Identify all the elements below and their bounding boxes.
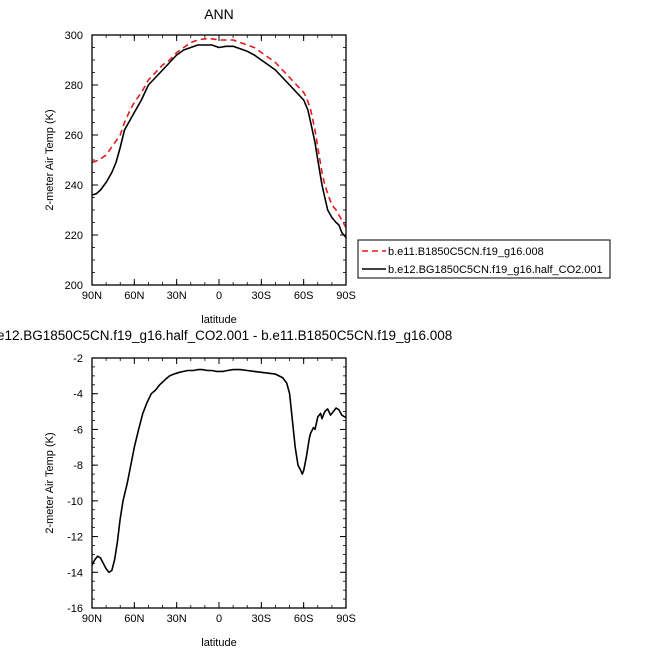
y-tick-label: -16 — [67, 603, 83, 615]
panel-top-ticks: 90N 60N 30N 0 30S 60S 90S 200 220 240 260 280 300 — [65, 30, 356, 302]
y-tick-label: 220 — [65, 230, 83, 242]
y-tick-label: 260 — [65, 130, 83, 142]
y-tick-label: 240 — [65, 180, 83, 192]
x-tick-label: 0 — [216, 613, 222, 625]
top-series-line-2 — [91, 44, 347, 239]
x-tick-label: 30S — [252, 290, 272, 302]
x-tick-label: 60N — [124, 613, 144, 625]
y-tick-label: -6 — [73, 424, 83, 436]
y-tick-label: -2 — [73, 353, 83, 365]
panel-top: ANN 2-meter Air Temp (K) latitude 90N 60N… — [44, 6, 611, 326]
panel-bottom-ticks: 90N 60N 30N 0 30S 60S 90S -16 -14 -12 -10 -8 -6 -4 -2 — [67, 353, 356, 625]
panel-bottom-title: b.e12.BG1850C5CN.f19_g16.half_CO2.001 - … — [0, 328, 452, 343]
panel-top-y-label: 2-meter Air Temp (K) — [44, 109, 56, 210]
panel-bottom-series — [91, 368, 346, 574]
y-tick-label: -8 — [73, 460, 83, 472]
y-tick-label: -4 — [73, 389, 83, 401]
x-tick-label: 60S — [294, 613, 314, 625]
panel-top-series — [91, 38, 347, 239]
x-tick-label: 90S — [336, 290, 356, 302]
panel-top-frame — [91, 34, 347, 286]
x-tick-label: 30N — [167, 290, 187, 302]
panel-bottom-frame — [91, 357, 347, 609]
legend-label-series-2: b.e12.BG1850C5CN.f19_g16.half_CO2.001 — [388, 264, 603, 276]
y-tick-label: -10 — [67, 496, 83, 508]
y-tick-label: -14 — [67, 567, 83, 579]
legend-box — [357, 239, 611, 279]
panel-top-title: ANN — [204, 6, 234, 22]
x-tick-label: 30S — [252, 613, 272, 625]
x-tick-label: 90N — [82, 290, 102, 302]
legend: b.e11.B1850C5CN.f19_g16.008 b.e12.BG1850… — [357, 239, 611, 279]
panel-bottom-y-label: 2-meter Air Temp (K) — [44, 432, 56, 533]
x-tick-label: 60S — [294, 290, 314, 302]
legend-label-series-1: b.e11.B1850C5CN.f19_g16.008 — [388, 246, 544, 258]
x-tick-label: 90N — [82, 613, 102, 625]
x-tick-label: 90S — [336, 613, 356, 625]
bottom-series-line-1 — [91, 368, 346, 574]
x-tick-label: 60N — [124, 290, 144, 302]
y-tick-label: 200 — [65, 280, 83, 292]
y-tick-label: 300 — [65, 30, 83, 42]
panel-top-x-label: latitude — [201, 314, 236, 326]
panel-bottom-x-label: latitude — [201, 637, 236, 649]
x-tick-label: 0 — [216, 290, 222, 302]
y-tick-label: -12 — [67, 532, 83, 544]
x-tick-label: 30N — [167, 613, 187, 625]
y-tick-label: 280 — [65, 80, 83, 92]
top-series-line-1 — [91, 38, 347, 228]
panel-bottom: b.e12.BG1850C5CN.f19_g16.half_CO2.001 - … — [0, 328, 452, 649]
